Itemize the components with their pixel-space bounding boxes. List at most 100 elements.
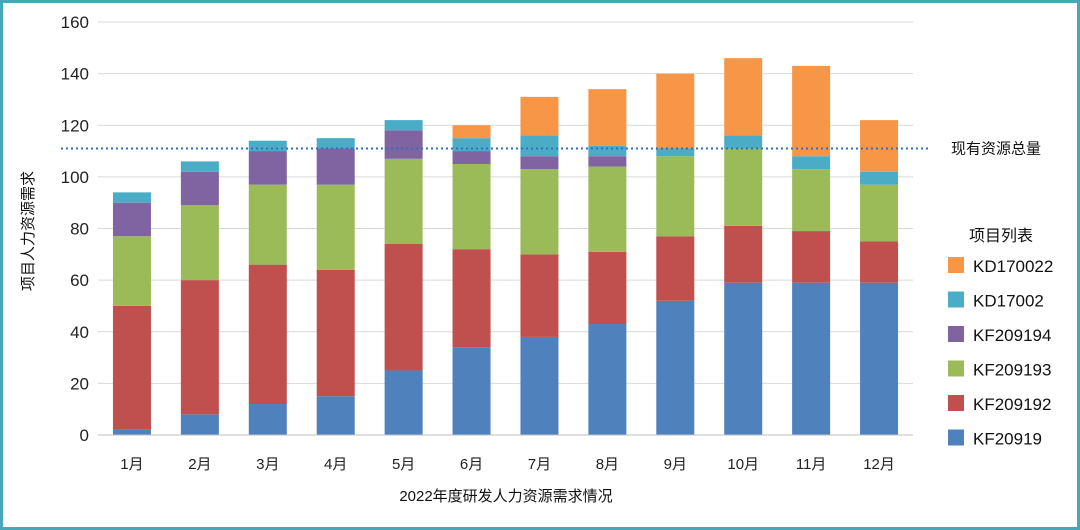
legend-label-kd170022: KD170022 bbox=[973, 257, 1053, 276]
bar-segment-kf20919-1 bbox=[112, 429, 151, 435]
bar-segment-kf209194-5 bbox=[384, 130, 423, 159]
x-tick-label: 5月 bbox=[392, 456, 415, 473]
legend-label-kf209192: KF209192 bbox=[973, 395, 1051, 414]
y-axis-ticks: 0 20 40 60 80 100 120 140 160 bbox=[61, 13, 89, 445]
bar-segment-kf209193-2 bbox=[180, 205, 219, 281]
bar-segment-kf20919-12 bbox=[860, 282, 899, 435]
bar-segment-kd170022-10 bbox=[724, 58, 763, 136]
bar-segment-kf209192-4 bbox=[316, 269, 355, 397]
y-axis-title: 项目人力资源需求 bbox=[20, 171, 37, 291]
bar-segment-kf209193-8 bbox=[588, 166, 627, 252]
y-tick-label: 20 bbox=[70, 374, 89, 393]
bar-segment-kf20919-5 bbox=[384, 370, 423, 435]
bar-segment-kd170022-6 bbox=[452, 125, 491, 139]
x-tick-label: 10月 bbox=[727, 456, 759, 473]
bar-segment-kf209192-9 bbox=[656, 236, 695, 301]
stacked-bar-chart: 0 20 40 60 80 100 120 140 160 1月 2月 3月 4月 5月 6月 7月 8月 9月… bbox=[20, 13, 1053, 505]
bar-segment-kd170022-7 bbox=[520, 96, 559, 136]
bar-segment-kd17002-7 bbox=[520, 135, 559, 157]
bar-segment-kf209193-7 bbox=[520, 169, 559, 255]
bar-segment-kf209192-11 bbox=[792, 231, 831, 283]
x-axis-title: 2022年度研发人力资源需求情况 bbox=[399, 488, 612, 505]
bar-segment-kd17002-10 bbox=[724, 135, 763, 149]
bar-segment-kf209194-1 bbox=[112, 202, 151, 237]
bar-segment-kf209193-11 bbox=[792, 169, 831, 232]
bar-segment-kd17002-4 bbox=[316, 138, 355, 149]
x-tick-label: 8月 bbox=[596, 456, 619, 473]
bar-segment-kd17002-3 bbox=[248, 140, 287, 152]
bar-segment-kf209192-7 bbox=[520, 254, 559, 337]
legend-swatch-kd170022 bbox=[948, 257, 964, 273]
legend-label-kf209193: KF209193 bbox=[973, 361, 1051, 380]
x-tick-label: 1月 bbox=[120, 456, 143, 473]
bar-segment-kf209192-6 bbox=[452, 249, 491, 348]
y-tick-label: 100 bbox=[61, 168, 89, 187]
y-tick-label: 160 bbox=[61, 13, 89, 32]
x-tick-label: 2月 bbox=[188, 456, 211, 473]
y-tick-label: 120 bbox=[61, 116, 89, 135]
y-tick-label: 140 bbox=[61, 65, 89, 84]
bar-segment-kf209194-4 bbox=[316, 148, 355, 185]
bar-segment-kf209193-3 bbox=[248, 184, 287, 265]
bar-segment-kf20919-3 bbox=[248, 404, 287, 435]
bar-segment-kd17002-12 bbox=[860, 171, 899, 185]
x-tick-label: 4月 bbox=[324, 456, 347, 473]
bar-segment-kf209192-3 bbox=[248, 264, 287, 405]
y-tick-label: 80 bbox=[70, 220, 89, 239]
x-tick-label: 6月 bbox=[460, 456, 483, 473]
bar-segment-kf209192-5 bbox=[384, 243, 423, 371]
y-tick-label: 60 bbox=[70, 271, 89, 290]
bar-segment-kf209193-12 bbox=[860, 184, 899, 242]
legend-swatch-kf209192 bbox=[948, 395, 964, 411]
y-tick-label: 40 bbox=[70, 323, 89, 342]
bar-segment-kd17002-5 bbox=[384, 120, 423, 131]
y-tick-label: 0 bbox=[80, 426, 89, 445]
legend-title: 项目列表 bbox=[969, 227, 1033, 245]
legend-label-kf209194: KF209194 bbox=[973, 326, 1051, 345]
legend: KD170022 KD17002 KF209194 KF209193 KF209192 K… bbox=[948, 257, 1053, 449]
bar-segment-kd170022-12 bbox=[860, 120, 899, 172]
x-tick-label: 7月 bbox=[528, 456, 551, 473]
bar-segment-kf20919-4 bbox=[316, 396, 355, 435]
bar-segment-kf209194-6 bbox=[452, 151, 491, 164]
bar-segment-kf209193-6 bbox=[452, 163, 491, 250]
bar-segment-kf20919-2 bbox=[180, 414, 219, 435]
legend-swatch-kf209194 bbox=[948, 326, 964, 342]
bar-segment-kd170022-9 bbox=[656, 73, 695, 149]
bar-segment-kf209193-10 bbox=[724, 148, 763, 226]
bar-segment-kf209194-7 bbox=[520, 156, 559, 170]
bar-segment-kf20919-11 bbox=[792, 282, 831, 435]
bar-segment-kd17002-11 bbox=[792, 156, 831, 170]
bar-segment-kf209194-2 bbox=[180, 171, 219, 206]
bar-segment-kd17002-1 bbox=[112, 192, 151, 203]
reference-line-label: 现有资源总量 bbox=[951, 140, 1041, 157]
bar-segment-kf209194-8 bbox=[588, 156, 627, 167]
bar-segment-kf20919-9 bbox=[656, 300, 695, 435]
x-tick-label: 11月 bbox=[796, 456, 827, 473]
legend-swatch-kf209193 bbox=[948, 360, 964, 377]
x-tick-label: 12月 bbox=[863, 456, 895, 473]
bar-segment-kd17002-2 bbox=[180, 161, 219, 172]
x-tick-label: 3月 bbox=[256, 456, 279, 473]
x-axis-ticks: 1月 2月 3月 4月 5月 6月 7月 8月 9月 10月 11月 12月 bbox=[120, 456, 895, 473]
bar-segment-kf209193-9 bbox=[656, 156, 695, 237]
legend-label-kf20919: KF20919 bbox=[973, 430, 1042, 449]
bar-segment-kf209193-4 bbox=[316, 184, 355, 270]
bar-segment-kf209192-10 bbox=[724, 225, 763, 283]
bar-segment-kf20919-7 bbox=[520, 336, 559, 435]
bar-segment-kf20919-10 bbox=[724, 282, 763, 435]
bar-segment-kd17002-9 bbox=[656, 148, 695, 157]
bar-segment-kd170022-11 bbox=[792, 65, 831, 157]
bar-segment-kf209192-1 bbox=[112, 305, 151, 430]
legend-swatch-kd17002 bbox=[948, 291, 964, 308]
x-tick-label: 9月 bbox=[664, 456, 687, 473]
bar-segment-kf209193-5 bbox=[384, 158, 423, 244]
legend-label-kd17002: KD17002 bbox=[973, 292, 1044, 311]
bar-segment-kf209192-2 bbox=[180, 280, 219, 415]
bar-segment-kf209192-8 bbox=[588, 251, 627, 325]
bar-segment-kd170022-8 bbox=[588, 89, 627, 146]
bar-segment-kf209192-12 bbox=[860, 241, 899, 283]
bar-segment-kf209193-1 bbox=[112, 236, 151, 306]
bar-segment-kf20919-6 bbox=[452, 347, 491, 435]
